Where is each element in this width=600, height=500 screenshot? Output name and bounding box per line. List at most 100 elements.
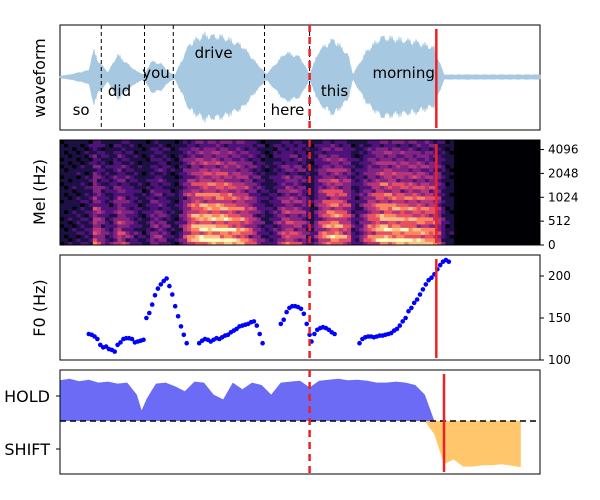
mel-cell <box>375 220 381 225</box>
mel-cell <box>109 231 114 235</box>
mel-cell <box>260 199 266 204</box>
mel-cell <box>273 185 278 190</box>
mel-cell <box>191 203 196 207</box>
mel-cell <box>404 231 409 235</box>
mel-cell <box>195 189 200 193</box>
mel-cell <box>224 234 229 239</box>
mel-cell <box>269 220 274 225</box>
mel-cell <box>375 185 381 190</box>
mel-cell <box>363 231 368 235</box>
mel-cell <box>338 168 344 172</box>
mel-cell <box>330 203 336 207</box>
mel-cell <box>125 220 131 225</box>
mel-cell <box>109 196 114 200</box>
mel-cell <box>174 140 180 144</box>
mel-cell <box>420 164 426 169</box>
mel-cell <box>224 140 229 144</box>
mel-cell <box>92 175 98 179</box>
f0-point <box>312 331 317 337</box>
mel-cell <box>314 178 319 183</box>
mel-cell <box>347 224 352 228</box>
mel-cell <box>326 154 331 158</box>
mel-cell <box>117 143 122 148</box>
mel-cell <box>166 206 172 211</box>
mel-cell <box>195 224 200 228</box>
mel-cell <box>224 168 229 172</box>
mel-cell <box>117 157 122 162</box>
mel-cell <box>306 157 311 162</box>
mel-cell <box>256 140 262 144</box>
mel-cell <box>211 168 217 172</box>
mel-cell <box>310 231 315 235</box>
mel-cell <box>137 175 143 179</box>
mel-cell <box>195 199 200 204</box>
mel-cell <box>260 157 266 162</box>
mel-cell <box>449 189 454 193</box>
mel-cell <box>117 210 122 214</box>
mel-cell <box>265 192 270 197</box>
mel-cell <box>158 164 163 169</box>
mel-cell <box>80 171 85 176</box>
mel-cell <box>388 150 393 155</box>
mel-cell <box>191 147 196 151</box>
mel-cell <box>195 171 200 176</box>
mel-cell <box>338 143 344 148</box>
mel-cell <box>199 224 204 228</box>
mel-cell <box>277 192 282 197</box>
mel-cell <box>363 154 368 158</box>
mel-cell <box>265 143 270 148</box>
mel-cell <box>367 227 372 232</box>
mel-cell <box>240 178 245 183</box>
mel-cell <box>64 192 69 197</box>
mel-cell <box>187 175 192 179</box>
mel-cell <box>60 196 65 200</box>
mel-cell <box>416 140 422 144</box>
mel-cell <box>166 175 172 179</box>
mel-cell <box>437 185 442 190</box>
mel-cell <box>285 241 290 246</box>
mel-cell <box>60 199 65 204</box>
mel-cell <box>334 238 340 242</box>
mel-cell <box>88 224 94 228</box>
mel-cell <box>162 171 167 176</box>
mel-cell <box>187 224 192 228</box>
mel-ytick-label: 1024 <box>548 190 579 204</box>
mel-cell <box>293 238 299 242</box>
f0-point <box>301 311 307 317</box>
mel-cell <box>76 161 81 165</box>
mel-cell <box>277 140 282 144</box>
mel-cell <box>248 185 254 190</box>
mel-cell <box>219 189 225 193</box>
mel-cell <box>306 231 311 235</box>
mel-cell <box>187 206 192 211</box>
mel-cell <box>408 171 413 176</box>
mel-cell <box>420 185 426 190</box>
mel-cell <box>429 147 434 151</box>
mel-cell <box>105 224 110 228</box>
mel-cell <box>318 199 323 204</box>
mel-cell <box>72 241 77 246</box>
mel-cell <box>121 185 126 190</box>
mel-cell <box>281 220 286 225</box>
mel-cell <box>441 168 446 172</box>
mel-cell <box>105 147 110 151</box>
mel-cell <box>170 206 176 211</box>
mel-cell <box>293 175 299 179</box>
mel-cell <box>396 199 401 204</box>
mel-cell <box>388 241 393 246</box>
mel-cell <box>162 143 167 148</box>
mel-cell <box>244 234 249 239</box>
mel-cell <box>215 241 221 246</box>
mel-cell <box>371 154 377 158</box>
mel-cell <box>178 241 184 246</box>
mel-cell <box>301 227 307 232</box>
mel-cell <box>281 164 286 169</box>
mel-cell <box>76 192 81 197</box>
mel-cell <box>199 143 204 148</box>
mel-cell <box>265 175 270 179</box>
mel-cell <box>400 231 405 235</box>
mel-cell <box>449 147 454 151</box>
mel-cell <box>84 182 90 186</box>
mel-cell <box>96 206 102 211</box>
mel-cell <box>273 140 278 144</box>
